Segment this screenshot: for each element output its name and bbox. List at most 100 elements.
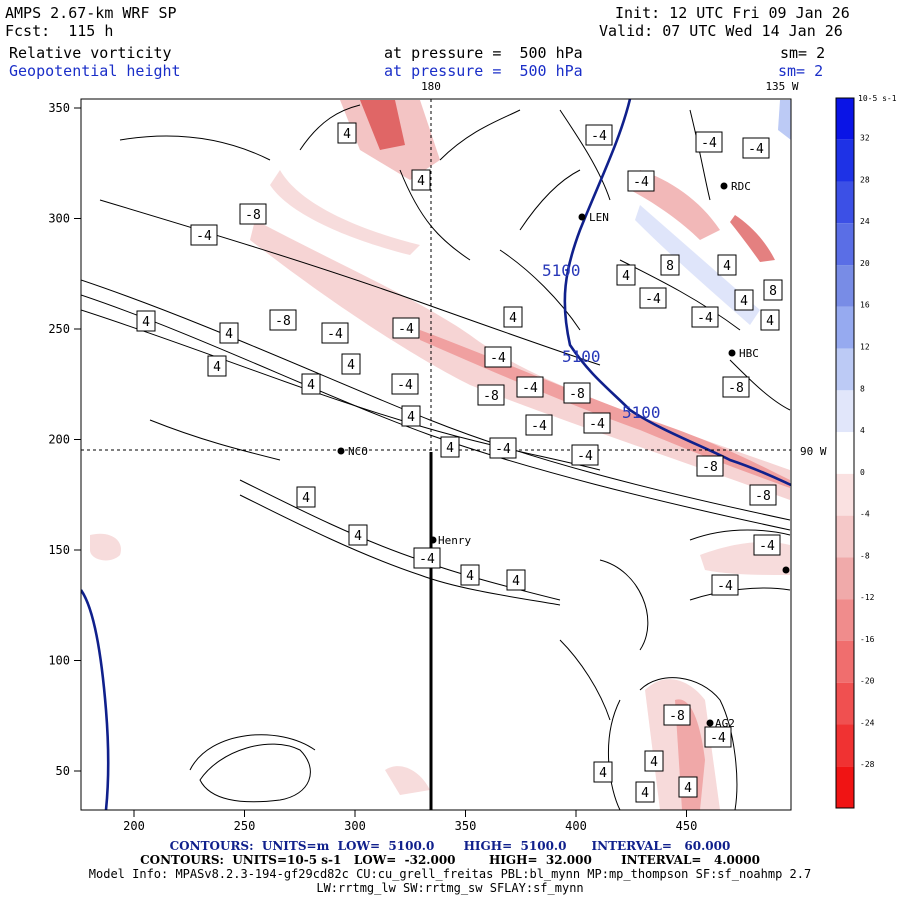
- forecast-hour: Fcst: 115 h: [5, 22, 114, 40]
- vorticity-label-text: 8: [769, 284, 777, 299]
- vorticity-label: -8: [563, 382, 591, 404]
- top-label-180: 180: [421, 80, 441, 93]
- vorticity-label: -8: [749, 484, 777, 506]
- vorticity-label-text: 4: [622, 269, 630, 284]
- vorticity-label-text: -4: [748, 142, 764, 157]
- plot-frame: [80, 98, 792, 811]
- colorbar-swatch: [836, 348, 854, 391]
- colorbar-label: 0: [860, 468, 865, 477]
- station-dot: [578, 213, 586, 221]
- vorticity-label-text: -4: [633, 175, 649, 190]
- colorbar-swatch: [836, 223, 854, 266]
- colorbar-swatch: [836, 640, 854, 683]
- vorticity-label-text: -8: [483, 389, 499, 404]
- vorticity-label: -4: [753, 534, 781, 556]
- vorticity-label: 4: [635, 781, 655, 803]
- colorbar-swatch: [836, 181, 854, 224]
- model-title: AMPS 2.67-km WRF SP: [5, 4, 177, 22]
- vorticity-label: 4: [301, 373, 321, 395]
- vorticity-label: 4: [411, 169, 431, 191]
- vorticity-label-text: 8: [666, 259, 674, 274]
- vorticity-label: -4: [489, 437, 517, 459]
- vorticity-label-text: 4: [302, 491, 310, 506]
- vorticity-label: -4: [627, 170, 655, 192]
- colorbar-label: -12: [860, 593, 875, 602]
- vorticity-label: 4: [460, 564, 480, 586]
- colorbar-swatch: [836, 306, 854, 349]
- vorticity-label-text: -4: [531, 419, 547, 434]
- vorticity-label: 8: [660, 254, 680, 276]
- vorticity-label: 4: [503, 306, 523, 328]
- colorbar-swatch: [836, 724, 854, 767]
- vorticity-label-text: -4: [522, 381, 538, 396]
- top-label-135w: 135 W: [765, 80, 798, 93]
- colorbar-label: 8: [860, 384, 865, 393]
- colorbar-label: 20: [860, 259, 870, 268]
- vorticity-label-text: 4: [142, 315, 150, 330]
- vorticity-label: -4: [639, 287, 667, 309]
- vorticity-label: -4: [695, 131, 723, 153]
- vorticity-label: -8: [722, 376, 750, 398]
- colorbar-unit: 10-5 s-1: [858, 94, 897, 103]
- vorticity-label: 4: [296, 486, 316, 508]
- colorbar-label: -20: [860, 677, 875, 686]
- x-tick-label: 250: [234, 819, 256, 833]
- right-label-90w: 90 W: [800, 445, 827, 458]
- x-tick-label: 300: [344, 819, 366, 833]
- vorticity-label-text: -4: [490, 351, 506, 366]
- colorbar-label: -24: [860, 718, 875, 727]
- vorticity-label: 4: [506, 569, 526, 591]
- field1-level: at pressure = 500 hPa: [384, 44, 583, 62]
- y-tick-label: 250: [48, 322, 70, 336]
- vorticity-label: 4: [717, 254, 737, 276]
- vorticity-patch-ne2: [730, 215, 775, 262]
- y-tick-label: 150: [48, 543, 70, 557]
- vorticity-label: 4: [593, 761, 613, 783]
- vorticity-label-text: 4: [766, 314, 774, 329]
- station-label-rdc: RDC: [731, 180, 751, 193]
- colorbar-swatch: [836, 432, 854, 474]
- vorticity-label-text: 4: [407, 410, 415, 425]
- station-label-nco: NCO: [348, 445, 368, 458]
- y-tick-label: 200: [48, 433, 70, 447]
- vorticity-label-text: -4: [710, 731, 726, 746]
- colorbar-swatch: [836, 599, 854, 641]
- vorticity-label: -4: [413, 547, 441, 569]
- station-dot: [429, 536, 437, 544]
- init-time: Init: 12 UTC Fri 09 Jan 26: [615, 4, 850, 22]
- vorticity-label-text: 4: [466, 569, 474, 584]
- vorticity-label-text: -4: [327, 327, 343, 342]
- colorbar: 32 28 24 20 16 12 8 4 0 -4 -8 -12 -16 -20 -24 -28: [835, 97, 875, 809]
- vorticity-label-text: 4: [343, 127, 351, 142]
- vorticity-label-text: 4: [225, 327, 233, 342]
- station-label-hbc: HBC: [739, 347, 759, 360]
- vorticity-label-text: -4: [419, 552, 435, 567]
- field2-level: at pressure = 500 hPa: [384, 62, 583, 80]
- field2-name: Geopotential height: [9, 62, 181, 80]
- vorticity-label-text: -4: [697, 311, 713, 326]
- vorticity-label-text: -8: [669, 709, 685, 724]
- vorticity-label-text: -4: [397, 378, 413, 393]
- vorticity-label-text: 4: [446, 441, 454, 456]
- colorbar-label: 4: [860, 426, 865, 435]
- station-dot: [720, 182, 728, 190]
- vorticity-label: -4: [190, 224, 218, 246]
- y-tick-label: 100: [48, 654, 70, 668]
- vorticity-labels: 4 4 4 -8 -4 4 4 -8 -4 -4 4 4 -4 4 4 -4 -4 -8 -4 -8 -4 -4 -4 -8 -…: [136, 122, 783, 803]
- vorticity-label: -8: [663, 704, 691, 726]
- vorticity-label: -4: [583, 412, 611, 434]
- vorticity-label-text: -8: [702, 460, 718, 475]
- vorticity-label-text: 4: [641, 786, 649, 801]
- vorticity-label-text: 4: [599, 766, 607, 781]
- field2-smooth: sm= 2: [778, 62, 824, 80]
- vorticity-label-text: -8: [755, 489, 771, 504]
- vorticity-positive-corner: [778, 100, 791, 140]
- vorticity-label-text: -8: [569, 387, 585, 402]
- vorticity-label: -4: [711, 574, 739, 596]
- vorticity-label-text: 4: [684, 781, 692, 796]
- vorticity-label-text: 4: [347, 358, 355, 373]
- y-axis: 50 100 150 200 250 300 350: [48, 101, 81, 778]
- colorbar-swatch: [836, 473, 854, 516]
- vorticity-label-text: -4: [196, 229, 212, 244]
